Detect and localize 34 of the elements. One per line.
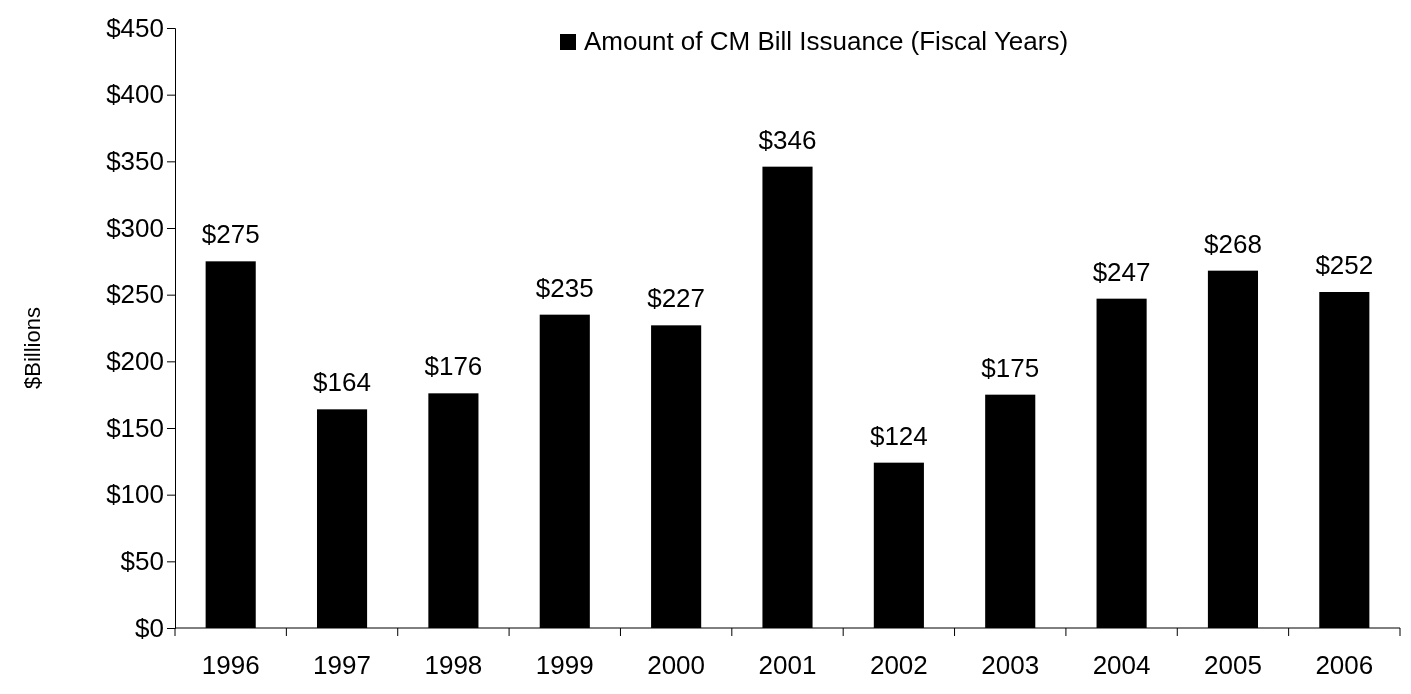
data-label: $247: [1092, 256, 1151, 287]
x-tick-label: 1999: [535, 650, 594, 680]
data-label: $275: [201, 219, 260, 250]
y-tick-label: $400: [106, 79, 164, 110]
y-tick-label: $300: [106, 212, 164, 243]
y-axis-title: $Billions: [20, 307, 45, 389]
y-tick-label: $150: [106, 412, 164, 443]
x-tick-label: 1998: [424, 650, 483, 680]
data-label: $227: [647, 283, 706, 314]
x-tick-label: 2003: [981, 650, 1040, 680]
x-tick-label: 2004: [1092, 650, 1151, 680]
data-label: $175: [981, 352, 1040, 383]
y-tick-label: $200: [106, 346, 164, 377]
x-tick-label: 1996: [201, 650, 260, 680]
y-tick-label: $50: [120, 546, 164, 577]
y-tick-label: $100: [106, 479, 164, 510]
x-tick-label: 2002: [869, 650, 928, 680]
x-tick-label: 2006: [1315, 650, 1374, 680]
x-tick-label: 2005: [1204, 650, 1262, 680]
data-label: $124: [869, 420, 928, 451]
x-tick-label: 2000: [647, 650, 706, 680]
y-tick-label: $450: [106, 12, 164, 43]
x-tick-label: 2001: [758, 650, 817, 680]
y-tick-label: $350: [106, 146, 164, 177]
data-label: $164: [313, 367, 371, 398]
data-label: $176: [424, 351, 483, 382]
x-tick-label: 1997: [313, 650, 371, 680]
y-tick-label: $250: [106, 279, 164, 310]
data-label: $235: [535, 272, 594, 303]
y-tick-label: $0: [135, 612, 164, 643]
legend-label: Amount of CM Bill Issuance (Fiscal Years): [584, 26, 1069, 56]
data-label: $252: [1315, 250, 1374, 280]
data-label: $268: [1204, 228, 1262, 259]
data-label: $346: [758, 124, 817, 155]
